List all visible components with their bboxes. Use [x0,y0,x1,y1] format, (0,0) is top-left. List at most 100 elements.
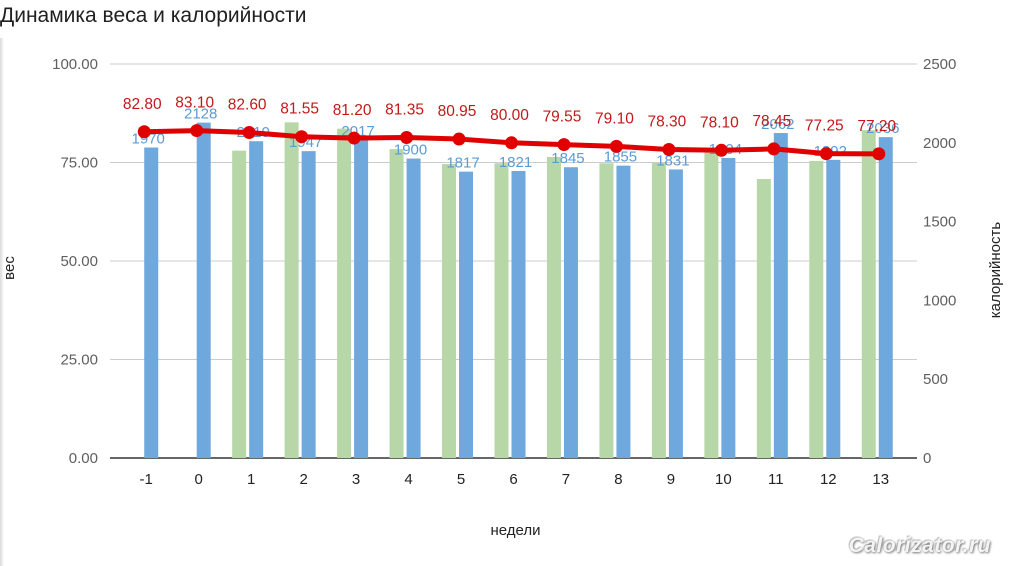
weight-point [190,124,204,138]
line-data-label: 82.60 [228,97,267,114]
x-tick-label: 1 [247,471,255,488]
bar-blue [301,151,316,458]
left-edge-shadow [0,38,4,566]
bar-data-label: 1845 [551,150,584,167]
bar-blue [878,137,893,458]
bar-blue [196,122,211,458]
bar-data-label: 2036 [866,120,899,137]
bar-blue [563,167,578,458]
y2-tick-label: 500 [923,371,948,388]
bar-green [389,149,404,458]
bar-data-label: 1817 [446,155,479,172]
line-data-label: 78.45 [752,113,791,130]
bar-green [861,130,876,458]
bar-data-label: 1855 [604,149,637,166]
line-data-label: 79.55 [543,109,582,126]
watermark: Calorizator.ru [848,534,991,557]
weight-point [714,143,728,157]
y2-tick-label: 0 [923,450,931,467]
x-tick-label: 3 [352,471,360,488]
line-data-label: 81.55 [280,101,319,118]
y2-axis-title: калорийность [987,222,1004,319]
bar-data-label: 2062 [761,116,794,133]
bar-data-label: 1831 [656,152,689,169]
bar-blue [354,140,369,459]
y2-tick-label: 1500 [923,214,956,231]
x-tick-label: 0 [195,471,203,488]
chart-title: Динамика веса и калорийности [0,4,307,27]
bar-blue [144,147,159,458]
line-data-label: 80.00 [490,107,529,124]
bar-data-label: 1821 [499,154,532,171]
bar-data-label: 2128 [184,106,217,123]
y-tick-label: 100.00 [52,56,98,73]
bar-data-label: 1900 [394,142,427,159]
y-tick-label: 50.00 [60,253,98,270]
bar-blue [773,133,788,458]
line-data-label: 80.95 [438,103,477,120]
x-tick-label: 5 [457,471,465,488]
weight-point [400,130,414,144]
bar-green [756,179,771,458]
weight-point [662,142,676,156]
line-data-label: 78.30 [648,113,687,130]
x-tick-label: 10 [715,471,732,488]
y2-tick-label: 1000 [923,292,956,309]
bar-blue [459,171,474,458]
weight-point [347,131,361,145]
bar-green [337,128,352,458]
x-tick-label: 11 [768,471,784,488]
y-axis-title: вес [1,256,18,280]
line-data-label: 77.25 [805,118,844,135]
bar-green [651,162,666,458]
line-data-label: 79.10 [595,110,634,127]
weight-point [872,147,886,161]
x-axis-title: недели [490,522,540,539]
x-tick-label: 9 [667,471,675,488]
bar-blue [406,158,421,458]
x-tick-label: -1 [140,471,153,488]
weight-point [505,136,518,150]
line-data-label: 81.35 [385,101,424,118]
line-data-label: 78.10 [700,114,739,131]
bar-blue [511,171,526,458]
line-data-label: 81.20 [333,102,372,119]
bar-green [704,149,719,458]
weight-point [609,139,623,153]
x-tick-label: 12 [820,471,837,488]
bar-green [494,163,509,458]
x-tick-label: 13 [872,471,889,488]
bar-green [442,164,457,459]
x-tick-label: 6 [509,471,517,488]
y-tick-label: 25.00 [60,352,98,369]
bar-green [599,163,614,458]
y-tick-label: 0.00 [69,450,98,467]
x-tick-label: 4 [404,471,412,488]
y2-tick-label: 2500 [923,56,956,73]
bar-blue [721,157,736,458]
line-data-label: 83.10 [175,95,214,112]
bar-green [232,150,247,458]
x-tick-label: 7 [562,471,570,488]
line-data-label: 77.20 [857,118,896,135]
bar-blue [668,169,683,459]
bar-blue [826,159,841,458]
weight-point [557,138,571,152]
weight-point [295,130,309,144]
y-tick-label: 75.00 [60,155,98,172]
weight-point [767,142,781,156]
weight-point [242,126,256,140]
bar-green [284,122,299,458]
weight-point [819,147,833,161]
x-tick-label: 8 [614,471,622,488]
bar-blue [616,165,631,459]
x-tick-label: 2 [299,471,307,488]
weight-point [452,132,466,146]
line-data-label: 82.80 [123,96,162,113]
weight-point [137,125,151,139]
bar-blue [249,141,264,458]
bar-green [809,160,824,458]
y2-tick-label: 2000 [923,135,956,152]
bar-green [546,156,561,458]
